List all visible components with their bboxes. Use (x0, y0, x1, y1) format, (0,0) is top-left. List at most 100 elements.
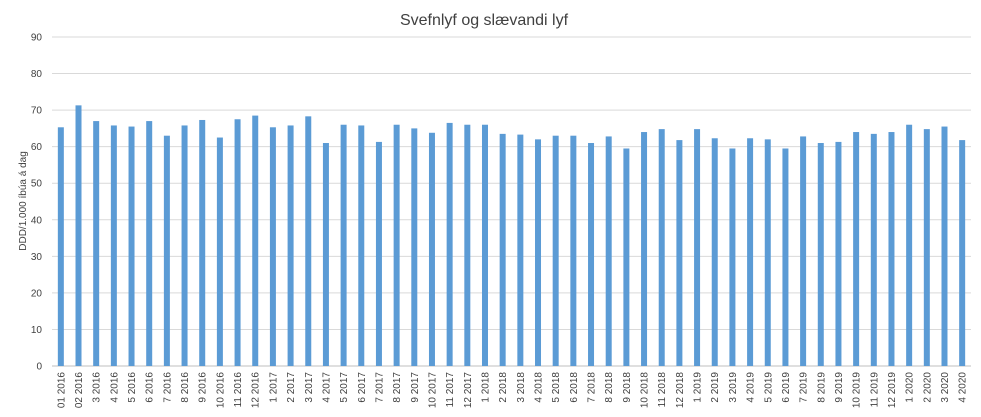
y-tick-label: 60 (31, 142, 43, 153)
x-tick-label: 2 2020 (922, 372, 933, 403)
y-axis-ticks: 0 10 20 30 40 50 60 70 80 90 (31, 33, 43, 373)
bar (287, 125, 294, 367)
y-tick-label: 70 (31, 106, 43, 117)
x-tick-label: 4 2020 (958, 372, 969, 403)
bar (853, 132, 860, 366)
bar (340, 124, 347, 366)
x-tick-label: 3 2018 (516, 372, 527, 403)
x-tick-label: 6 2018 (569, 372, 580, 403)
x-tick-label: 1 2019 (693, 372, 704, 403)
bar (110, 125, 117, 367)
x-tick-label: 9 2018 (622, 372, 633, 403)
chart-title: Svefnlyf og slævandi lyf (400, 12, 569, 29)
y-tick-label: 30 (31, 252, 43, 263)
bar (128, 126, 135, 366)
x-tick-label: 3 2016 (92, 372, 103, 403)
x-tick-label: 2 2018 (498, 372, 509, 403)
bar (411, 128, 418, 366)
y-tick-label: 40 (31, 215, 43, 226)
bar (711, 138, 718, 366)
bar (322, 143, 329, 366)
bar (747, 138, 754, 366)
bar (923, 129, 930, 366)
bar (305, 116, 312, 366)
bar (764, 139, 771, 366)
x-tick-label: 5 2017 (339, 372, 350, 403)
bar (605, 136, 612, 366)
x-tick-label: 7 2019 (799, 372, 810, 403)
x-tick-label: 2 2017 (286, 372, 297, 403)
bar (535, 139, 542, 366)
x-tick-label: 3 2020 (940, 372, 951, 403)
x-tick-label: 02 2016 (74, 372, 85, 409)
x-tick-label: 8 2018 (604, 372, 615, 403)
x-tick-label: 12 2017 (463, 372, 474, 409)
y-tick-label: 90 (31, 33, 43, 44)
bar (464, 124, 471, 366)
x-tick-label: 9 2016 (198, 372, 209, 403)
x-tick-label: 11 2016 (233, 372, 244, 408)
x-tick-label: 8 2019 (816, 372, 827, 403)
x-tick-label: 12 2016 (251, 372, 262, 409)
x-tick-label: 6 2019 (781, 372, 792, 403)
x-tick-label: 5 2019 (763, 372, 774, 403)
bar (393, 124, 400, 366)
x-tick-label: 3 2017 (304, 372, 315, 403)
x-tick-label: 6 2017 (357, 372, 368, 403)
bar (163, 135, 170, 366)
x-tick-label: 1 2018 (480, 372, 491, 403)
x-tick-label: 5 2018 (551, 372, 562, 403)
bar (817, 143, 824, 366)
x-tick-label: 1 2017 (268, 372, 279, 403)
y-tick-label: 20 (31, 288, 43, 299)
x-tick-label: 9 2019 (834, 372, 845, 403)
x-tick-label: 4 2017 (321, 372, 332, 403)
bar (641, 132, 648, 366)
x-tick-label: 3 2019 (728, 372, 739, 403)
x-tick-label: 2 2019 (710, 372, 721, 403)
bar (676, 140, 683, 366)
bar (552, 135, 559, 366)
x-tick-label: 11 2019 (869, 372, 880, 408)
bar (57, 127, 64, 366)
x-tick-label: 9 2017 (410, 372, 421, 403)
bar (906, 124, 913, 366)
bar (252, 115, 259, 366)
x-tick-label: 10 2018 (640, 372, 651, 409)
x-tick-label: 12 2018 (675, 372, 686, 409)
x-tick-label: 5 2016 (127, 372, 138, 403)
x-tick-label: 10 2016 (215, 372, 226, 409)
x-tick-label: 10 2017 (427, 372, 438, 409)
bar (588, 143, 595, 366)
x-tick-label: 8 2017 (392, 372, 403, 403)
bar (623, 148, 630, 366)
x-tick-label: 4 2018 (534, 372, 545, 403)
x-tick-label: 7 2017 (374, 372, 385, 403)
bar (782, 148, 789, 366)
x-tick-label: 7 2018 (587, 372, 598, 403)
x-tick-label: 10 2019 (852, 372, 863, 409)
gridlines (52, 36, 971, 367)
bar (216, 137, 223, 366)
bar (269, 127, 276, 366)
bar (570, 135, 577, 366)
bar (428, 132, 435, 366)
y-tick-label: 80 (31, 69, 43, 80)
bar (481, 124, 488, 366)
bar (959, 140, 966, 366)
x-tick-label: 4 2019 (746, 372, 757, 403)
bar (800, 136, 807, 366)
bar (146, 121, 153, 366)
bar (446, 122, 453, 366)
bar (870, 133, 877, 366)
x-tick-label: 01 2016 (56, 372, 67, 409)
x-tick-label: 11 2017 (445, 372, 456, 408)
x-tick-label: 1 2020 (905, 372, 916, 403)
x-tick-label: 8 2016 (180, 372, 191, 403)
y-axis-label: DDD/1.000 íbúa á dag (18, 151, 29, 251)
x-axis-ticks: 01 2016 02 2016 3 2016 4 2016 5 2016 6 2016 7 … (56, 372, 968, 409)
bar (234, 119, 241, 366)
bar (729, 148, 736, 366)
y-tick-label: 10 (31, 325, 43, 336)
